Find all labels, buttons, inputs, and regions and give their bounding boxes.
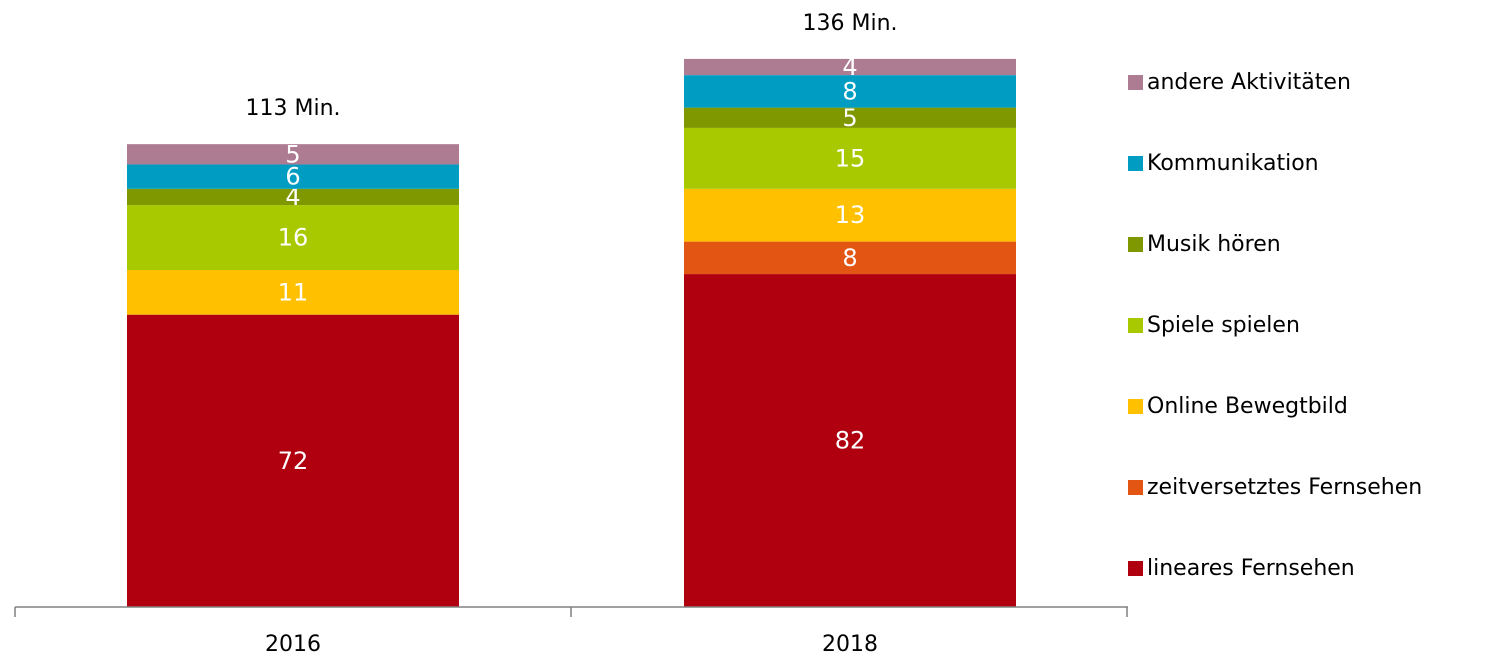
- legend-item-spiele-spielen: Spiele spielen: [1128, 310, 1300, 340]
- legend-swatch: [1128, 74, 1143, 90]
- legend-label: lineares Fernsehen: [1147, 555, 1355, 581]
- bar-segment-kommunikation-2018: [684, 75, 1016, 108]
- legend-item-zeitversetztes-fernsehen: zeitversetztes Fernsehen: [1128, 472, 1422, 502]
- legend-swatch: [1128, 560, 1143, 576]
- data-label-musik-horen-2018: 5: [842, 104, 857, 132]
- data-label-lineares-fernsehen-2018: 82: [835, 427, 866, 455]
- x-tick-label-2016: 2016: [265, 632, 321, 657]
- data-label-kommunikation-2016: 6: [285, 163, 300, 191]
- data-label-andere-aktivitaten-2016: 5: [285, 140, 300, 168]
- legend-item-lineares-fernsehen: lineares Fernsehen: [1128, 553, 1355, 583]
- legend-label: Kommunikation: [1147, 150, 1319, 176]
- legend-swatch: [1128, 479, 1143, 495]
- bar-segment-kommunikation-2016: [127, 164, 459, 189]
- bar-segment-andere-aktivitaten-2018: [684, 58, 1016, 76]
- bar-segment-andere-aktivitaten-2016: [127, 144, 459, 165]
- legend-swatch: [1128, 317, 1143, 333]
- legend-label: Musik hören: [1147, 231, 1281, 257]
- bar-segment-online-bewegtbild-2016: [127, 270, 459, 315]
- legend-swatch: [1128, 398, 1143, 414]
- bar-segment-zeitversetztes-fernsehen-2018: [684, 241, 1016, 275]
- legend: andere Aktivitäten Kommunikation Musik hör…: [1128, 0, 1485, 658]
- total-label-2018: 136 Min.: [802, 11, 897, 36]
- bar-segment-musik-horen-2018: [684, 107, 1016, 128]
- bar-segment-lineares-fernsehen-2016: [127, 314, 459, 607]
- legend-item-kommunikation: Kommunikation: [1128, 148, 1319, 178]
- bar-segment-lineares-fernsehen-2018: [684, 274, 1016, 607]
- legend-swatch: [1128, 236, 1143, 252]
- data-label-zeitversetztes-fernsehen-2018: 8: [842, 244, 857, 272]
- data-label-spiele-spielen-2016: 16: [278, 224, 309, 252]
- data-label-lineares-fernsehen-2016: 72: [278, 447, 309, 475]
- legend-label: andere Aktivitäten: [1147, 69, 1351, 95]
- legend-item-online-bewegtbild: Online Bewegtbild: [1128, 391, 1348, 421]
- data-label-online-bewegtbild-2018: 13: [835, 201, 866, 229]
- data-label-online-bewegtbild-2016: 11: [278, 278, 309, 306]
- bar-segment-spiele-spielen-2018: [684, 127, 1016, 189]
- legend-label: Online Bewegtbild: [1147, 393, 1348, 419]
- legend-label: zeitversetztes Fernsehen: [1147, 474, 1423, 500]
- bar-segment-spiele-spielen-2016: [127, 205, 459, 271]
- legend-swatch: [1128, 155, 1143, 171]
- legend-item-andere-aktivitaten: andere Aktivitäten: [1128, 67, 1351, 97]
- data-label-andere-aktivitaten-2018: 4: [842, 53, 857, 81]
- data-label-kommunikation-2018: 8: [842, 77, 857, 105]
- legend-label: Spiele spielen: [1147, 312, 1300, 338]
- bar-segment-online-bewegtbild-2018: [684, 188, 1016, 242]
- total-label-2016: 113 Min.: [245, 96, 340, 121]
- data-label-musik-horen-2016: 4: [285, 183, 300, 211]
- legend-item-musik-horen: Musik hören: [1128, 229, 1281, 259]
- x-axis: 2016 2018: [14, 606, 1128, 657]
- bar-segment-musik-horen-2016: [127, 188, 459, 206]
- data-label-spiele-spielen-2018: 15: [835, 144, 866, 172]
- x-tick-label-2018: 2018: [822, 632, 878, 657]
